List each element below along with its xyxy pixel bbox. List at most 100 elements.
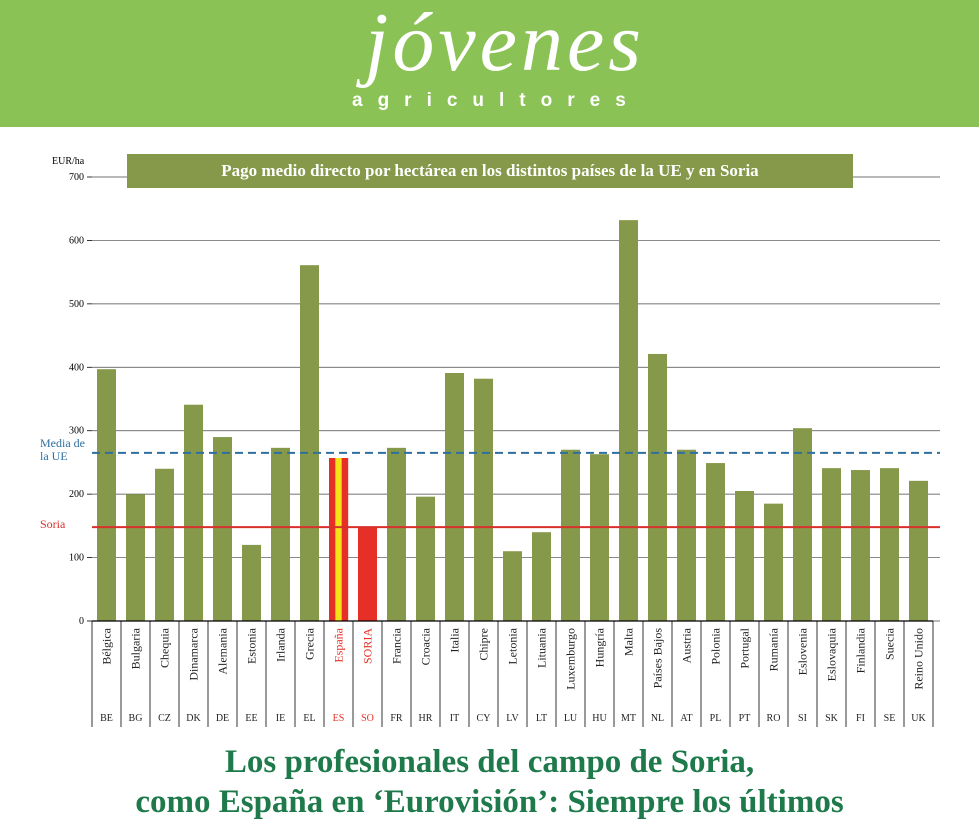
title-box bbox=[127, 154, 853, 188]
x-tick-label: Polonia bbox=[709, 627, 723, 664]
bar bbox=[619, 220, 638, 622]
category-code: LT bbox=[536, 713, 547, 724]
x-tick-label: España bbox=[332, 627, 346, 662]
y-axis-label: EUR/ha bbox=[52, 156, 85, 167]
category-code: NL bbox=[651, 713, 664, 724]
y-tick-label: 100 bbox=[69, 553, 84, 564]
bar bbox=[387, 447, 406, 621]
category-code: UK bbox=[911, 713, 926, 724]
bar-stripe bbox=[329, 457, 336, 621]
x-tick-label: Portugal bbox=[738, 627, 752, 668]
bar bbox=[126, 494, 145, 621]
headline: Los profesionales del campo de Soria, co… bbox=[0, 742, 979, 822]
category-code: MT bbox=[621, 713, 636, 724]
y-tick-label: 500 bbox=[69, 299, 84, 310]
category-code: CY bbox=[477, 713, 491, 724]
x-tick-label: Lituania bbox=[535, 627, 549, 668]
x-tick-label: Bulgaria bbox=[129, 627, 143, 669]
bar bbox=[213, 437, 232, 621]
x-tick-label: Países Bajos bbox=[651, 628, 665, 689]
category-code: FR bbox=[390, 713, 403, 724]
category-code: DK bbox=[186, 713, 201, 724]
bar bbox=[184, 404, 203, 621]
x-tick-label: Alemania bbox=[216, 627, 230, 674]
x-tick-label: Irlanda bbox=[274, 627, 288, 662]
headline-line: Los profesionales del campo de Soria, bbox=[224, 744, 755, 780]
category-code: IE bbox=[276, 713, 285, 724]
bar bbox=[822, 468, 841, 621]
x-tick-label: Luxemburgo bbox=[564, 628, 578, 690]
category-code: HU bbox=[592, 713, 607, 724]
x-tick-label: Eslovaquia bbox=[825, 627, 839, 681]
category-code: SI bbox=[798, 713, 807, 724]
x-tick-label: Francia bbox=[390, 627, 404, 664]
x-tick-label: Chipre bbox=[477, 628, 491, 661]
category-code: PL bbox=[710, 713, 722, 724]
category-code: LU bbox=[564, 713, 578, 724]
category-code: LV bbox=[506, 713, 519, 724]
x-tick-label: Italia bbox=[448, 627, 462, 652]
bar bbox=[590, 454, 609, 621]
bar bbox=[503, 551, 522, 621]
header: jóvenes agricultores bbox=[0, 0, 979, 127]
bar bbox=[793, 428, 812, 621]
category-code: AT bbox=[680, 713, 692, 724]
reference-label: Media de la UE bbox=[40, 435, 85, 463]
chart: EUR/ha 0 100 200 300 400 500 600 700 Pago medio … bbox=[52, 154, 940, 727]
bar bbox=[271, 447, 290, 621]
x-tick-label: Rumanía bbox=[767, 627, 781, 671]
logo-script: jóvenes bbox=[365, 0, 645, 89]
bar bbox=[474, 378, 493, 621]
x-tick-label: Reino Unido bbox=[912, 628, 926, 690]
category-code: IT bbox=[450, 713, 459, 724]
bar bbox=[358, 527, 377, 621]
headline-line: como España en ‘Eurovisión’: Siempre los… bbox=[135, 784, 844, 820]
chart-title: Pago medio directo por hectárea en los d… bbox=[221, 161, 759, 180]
logo-subtitle: agricultores bbox=[352, 90, 641, 111]
category-code: BG bbox=[129, 713, 143, 724]
x-tick-label: Hungría bbox=[593, 627, 607, 667]
y-tick-label: 700 bbox=[69, 172, 84, 183]
x-tick-label: Chequia bbox=[158, 627, 172, 668]
x-tick-label: Dinamarca bbox=[187, 627, 201, 680]
bar bbox=[242, 544, 261, 621]
bar bbox=[677, 449, 696, 621]
category-code: PT bbox=[739, 713, 751, 724]
x-tick-label: Suecia bbox=[883, 627, 897, 660]
x-tick-label: Estonia bbox=[245, 627, 259, 664]
bar bbox=[851, 470, 870, 621]
bar bbox=[329, 457, 349, 621]
category-code: BE bbox=[100, 713, 113, 724]
category-code: HR bbox=[419, 713, 433, 724]
x-tick-label: Austria bbox=[680, 627, 694, 663]
x-tick-label: Grecia bbox=[303, 627, 317, 660]
y-tick-label: 400 bbox=[69, 362, 84, 373]
bar bbox=[97, 369, 116, 621]
category-code: CZ bbox=[158, 713, 171, 724]
bar bbox=[648, 353, 667, 621]
bar bbox=[880, 468, 899, 621]
y-tick-label: 300 bbox=[69, 426, 84, 437]
y-tick-label: 600 bbox=[69, 235, 84, 246]
category-code: SO bbox=[361, 713, 374, 724]
bar bbox=[155, 468, 174, 621]
reference-label: Soria bbox=[40, 517, 66, 532]
bar bbox=[445, 372, 464, 621]
x-tick-label: Croacia bbox=[419, 627, 433, 665]
bar bbox=[416, 496, 435, 621]
bar bbox=[706, 463, 725, 621]
y-tick-label: 200 bbox=[69, 489, 84, 500]
x-tick-label: Bélgica bbox=[100, 627, 114, 664]
category-code: SE bbox=[884, 713, 896, 724]
bar bbox=[532, 532, 551, 621]
category-code: EE bbox=[245, 713, 257, 724]
bar-stripe bbox=[341, 457, 349, 621]
category-code: SK bbox=[825, 713, 839, 724]
category-code: EL bbox=[303, 713, 315, 724]
x-tick-label: Malta bbox=[622, 627, 636, 656]
bar bbox=[300, 265, 319, 621]
x-tick-label: SORIA bbox=[361, 628, 375, 664]
x-tick-label: Letonia bbox=[506, 627, 520, 664]
x-tick-label: Eslovenia bbox=[796, 627, 810, 675]
